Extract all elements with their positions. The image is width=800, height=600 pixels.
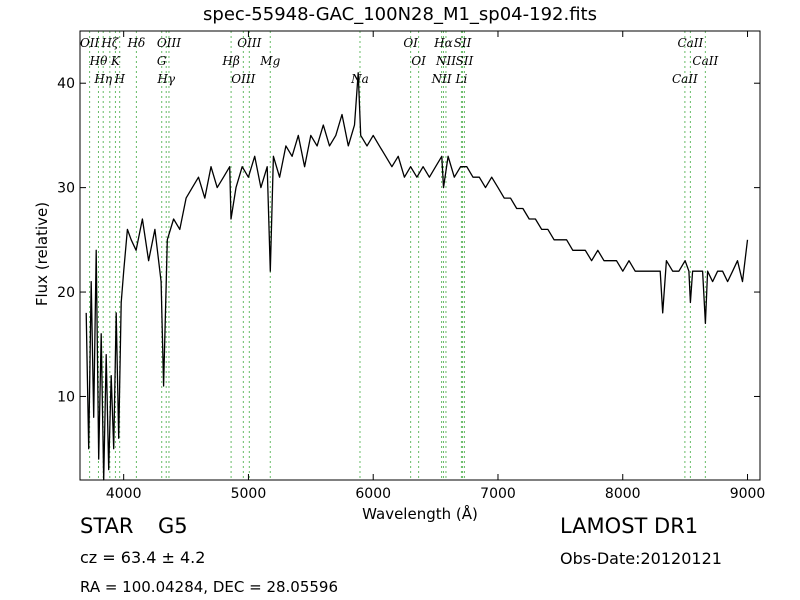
line-label: NII (435, 54, 456, 68)
line-label: G (157, 54, 167, 68)
line-label: CaII (677, 36, 703, 50)
y-tick-label: 30 (57, 181, 75, 197)
spectrum-line (85, 72, 749, 481)
x-tick-label: 6000 (355, 486, 391, 502)
line-label: H (113, 72, 125, 86)
line-label: OIII (157, 36, 181, 50)
line-label: OIII (231, 72, 255, 86)
chart-title: spec-55948-GAC_100N28_M1_sp04-192.fits (203, 4, 597, 25)
line-label: SII (456, 54, 474, 68)
obs-date-label: Obs-Date:20120121 (560, 549, 722, 568)
tick-layer: 4000 5000 6000 7000 8000 9000 10 20 30 40 (57, 31, 765, 502)
line-label: K (110, 54, 121, 68)
line-label: OI (411, 54, 426, 68)
x-tick-label: 4000 (106, 486, 142, 502)
line-label: Hγ (156, 72, 175, 86)
plot-frame (79, 30, 761, 481)
cz-label: cz = 63.4 ± 4.2 (80, 548, 206, 567)
line-label-layer: OII Hθ Hη Hζ KH Hδ G Hγ OIII Hβ OIII OIII Mg Na OI OI NI… (80, 36, 719, 86)
line-label: Hθ (89, 54, 108, 68)
x-tick-label: 9000 (730, 486, 766, 502)
line-label: OI (403, 36, 418, 50)
line-label: Hζ (100, 36, 119, 50)
y-tick-label: 20 (57, 285, 75, 301)
line-marker-layer (89, 31, 706, 480)
x-axis-label: Wavelength (Å) (362, 505, 478, 523)
spectrum-series-layer (85, 72, 749, 481)
line-label: SII (454, 36, 472, 50)
coords-label: RA = 100.04284, DEC = 28.05596 (80, 578, 339, 596)
line-label: Hη (93, 72, 112, 86)
line-label: CaII (672, 72, 698, 86)
subclass-label: G5 (158, 514, 188, 538)
line-label: Hδ (127, 36, 146, 50)
y-tick-label: 40 (57, 76, 75, 92)
line-label: OII (80, 36, 100, 50)
survey-label: LAMOST DR1 (560, 514, 699, 538)
line-label: Na (350, 72, 369, 86)
line-label: Mg (259, 54, 280, 68)
line-label: NII (431, 72, 452, 86)
line-label: CaII (692, 54, 718, 68)
x-tick-label: 5000 (231, 486, 267, 502)
class-label: STAR (80, 514, 134, 538)
line-label: OIII (237, 36, 261, 50)
line-label: Hα (433, 36, 453, 50)
x-tick-label: 7000 (480, 486, 516, 502)
x-tick-label: 8000 (605, 486, 641, 502)
line-label: Hβ (221, 54, 239, 68)
line-label: Li (455, 72, 468, 86)
y-tick-label: 10 (57, 389, 75, 405)
y-axis-label: Flux (relative) (33, 201, 51, 307)
